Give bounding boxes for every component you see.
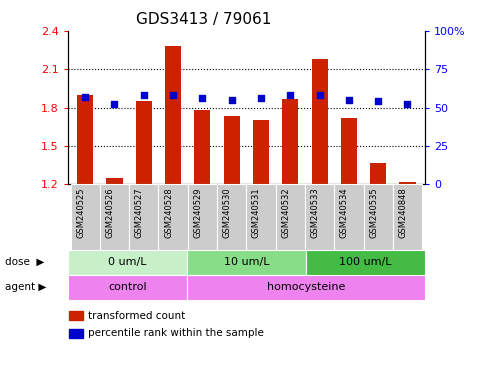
- Point: [257, 95, 265, 101]
- Bar: [246, 184, 276, 250]
- Text: transformed count: transformed count: [88, 311, 185, 321]
- Text: GSM240534: GSM240534: [340, 188, 349, 238]
- Text: GSM240525: GSM240525: [76, 188, 85, 238]
- Text: GSM240530: GSM240530: [223, 188, 232, 238]
- Text: GSM240528: GSM240528: [164, 188, 173, 238]
- Bar: [224, 116, 240, 184]
- Text: homocysteine: homocysteine: [267, 282, 345, 292]
- Point: [169, 92, 177, 98]
- Text: agent ▶: agent ▶: [5, 282, 46, 292]
- Text: GSM240532: GSM240532: [281, 188, 290, 238]
- Bar: [370, 162, 386, 184]
- Bar: [306, 250, 425, 275]
- Point: [228, 97, 236, 103]
- Bar: [68, 275, 187, 300]
- Text: GDS3413 / 79061: GDS3413 / 79061: [136, 12, 271, 26]
- Bar: [187, 250, 306, 275]
- Point: [81, 94, 89, 100]
- Bar: [106, 178, 123, 184]
- Bar: [77, 95, 93, 184]
- Bar: [364, 184, 393, 250]
- Bar: [70, 311, 83, 320]
- Bar: [282, 99, 298, 184]
- Bar: [334, 184, 364, 250]
- Bar: [341, 118, 357, 184]
- Text: GSM240526: GSM240526: [105, 188, 114, 238]
- Point: [316, 92, 324, 98]
- Text: dose  ▶: dose ▶: [5, 257, 44, 267]
- Bar: [393, 184, 422, 250]
- Bar: [70, 329, 83, 338]
- Point: [199, 95, 206, 101]
- Bar: [187, 275, 425, 300]
- Text: 100 um/L: 100 um/L: [339, 257, 392, 267]
- Text: GSM240529: GSM240529: [193, 188, 202, 238]
- Text: GSM240531: GSM240531: [252, 188, 261, 238]
- Point: [140, 92, 148, 98]
- Text: GSM240533: GSM240533: [311, 188, 320, 238]
- Point: [404, 101, 412, 108]
- Bar: [305, 184, 334, 250]
- Bar: [276, 184, 305, 250]
- Bar: [158, 184, 188, 250]
- Point: [374, 98, 382, 104]
- Point: [111, 101, 118, 108]
- Point: [345, 97, 353, 103]
- Text: 0 um/L: 0 um/L: [108, 257, 146, 267]
- Text: percentile rank within the sample: percentile rank within the sample: [88, 328, 264, 338]
- Text: GSM240535: GSM240535: [369, 188, 378, 238]
- Bar: [312, 59, 327, 184]
- Bar: [253, 120, 269, 184]
- Bar: [129, 184, 158, 250]
- Text: GSM240848: GSM240848: [398, 188, 408, 238]
- Bar: [71, 184, 100, 250]
- Bar: [194, 110, 211, 184]
- Text: 10 um/L: 10 um/L: [224, 257, 269, 267]
- Text: control: control: [108, 282, 146, 292]
- Bar: [188, 184, 217, 250]
- Bar: [217, 184, 246, 250]
- Bar: [100, 184, 129, 250]
- Bar: [136, 101, 152, 184]
- Bar: [399, 182, 415, 184]
- Text: GSM240527: GSM240527: [135, 188, 144, 238]
- Bar: [68, 250, 187, 275]
- Bar: [165, 46, 181, 184]
- Point: [286, 92, 294, 98]
